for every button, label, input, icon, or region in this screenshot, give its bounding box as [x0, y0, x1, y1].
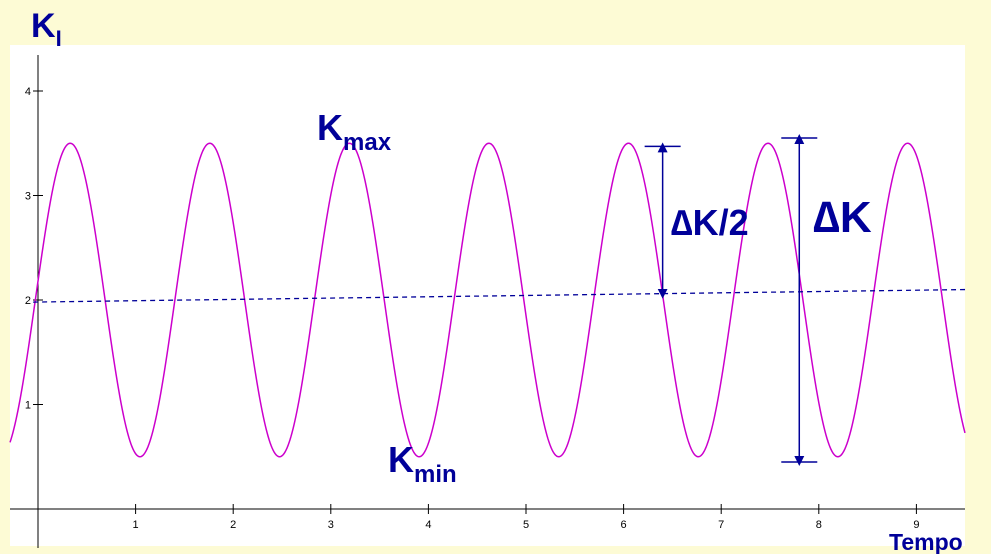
x-tick-label: 4: [425, 519, 431, 531]
x-tick-label: 3: [328, 519, 334, 531]
x-tick-label: 7: [718, 519, 724, 531]
kmax-label: Kmax: [317, 107, 392, 156]
y-tick-label: 2: [25, 295, 31, 307]
y-tick-label: 3: [25, 191, 31, 203]
mean-dashed-line: [33, 288, 966, 303]
x-tick-label: 9: [913, 519, 919, 531]
stress-intensity-curve: [9, 142, 966, 458]
x-tick-label: 1: [133, 519, 139, 531]
y-tick-label: 1: [25, 400, 31, 412]
x-tick-label: 8: [816, 519, 822, 531]
range-label: ∆K: [813, 193, 872, 242]
x-tick-label: 6: [621, 519, 627, 531]
half-range-label: ∆K/2: [671, 202, 749, 243]
axes: 1 2 3 4 5 6 7 8 9 1 2 3 4: [10, 55, 965, 548]
y-tick-label: 4: [25, 86, 31, 98]
x-tick-label: 5: [523, 519, 529, 531]
x-axis-title: Tempo: [889, 529, 963, 554]
annotations: ∆K/2 ∆K: [644, 134, 872, 466]
kmin-label: Kmin: [388, 439, 457, 488]
labels: Kmax Kmin KI Tempo: [31, 7, 963, 554]
y-axis-title: KI: [31, 7, 62, 51]
series: [9, 142, 966, 458]
x-tick-label: 2: [230, 519, 236, 531]
